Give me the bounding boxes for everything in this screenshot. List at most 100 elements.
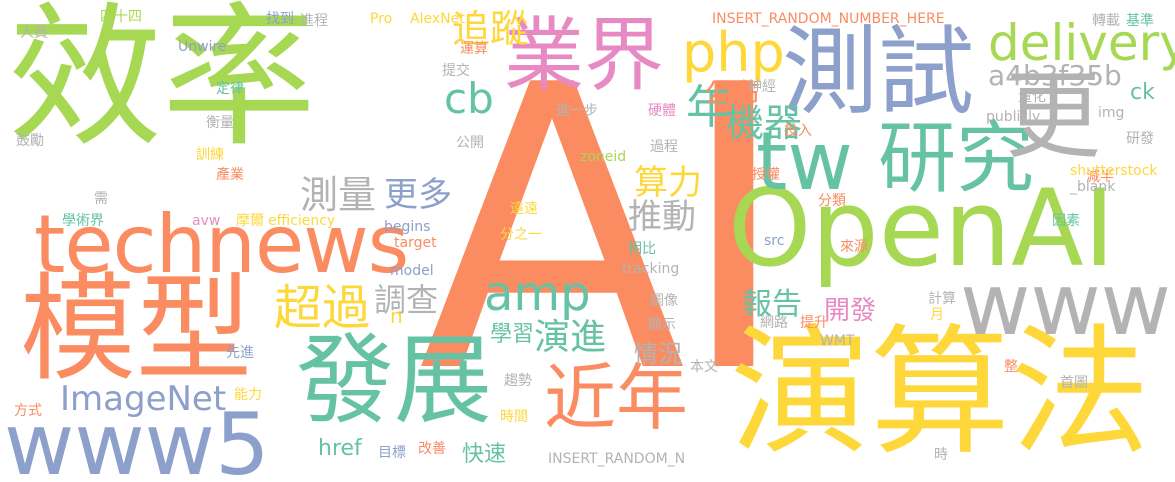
word-zhaodao: 找到 — [266, 11, 294, 27]
word-jisuan: 計算 — [928, 291, 956, 307]
word-fazhan: 發展 — [296, 324, 493, 438]
word-touru: 投入 — [784, 123, 812, 139]
word-cb: cb — [444, 74, 494, 123]
word-a4b3f35b: a4b3f35b — [988, 59, 1122, 92]
word-img: img — [1098, 105, 1125, 121]
word-shutterstock: shutterstock — [1070, 163, 1158, 179]
word-baogao: 報告 — [742, 287, 802, 322]
word-gaishan: 改善 — [418, 441, 446, 457]
word-href: href — [318, 436, 362, 461]
word-zhuizong: 追蹤 — [452, 7, 529, 51]
word-suanli: 算力 — [634, 163, 702, 203]
word-yanjiu: 研究 — [878, 114, 1035, 204]
word-tijiao: 提交 — [442, 63, 470, 79]
word-yanfa: 研發 — [1126, 131, 1154, 147]
word-qingkuang: 情況 — [634, 340, 682, 368]
word-yejie: 業界 — [504, 9, 664, 102]
word-delivery: delivery — [988, 14, 1175, 72]
word-kuaisu: 快速 — [462, 442, 507, 467]
word-jincheng: 進程 — [300, 13, 328, 29]
word-begins: begins — [384, 219, 431, 235]
word-xueshujie: 學術界 — [62, 213, 104, 229]
word-fangshi: 方式 — [14, 403, 42, 419]
word-insert-random-n: INSERT_RANDOM_N — [548, 451, 686, 467]
word-ck: ck — [1130, 80, 1155, 105]
word-openai: OpenAI — [728, 167, 1115, 290]
word-shijian: 時間 — [500, 409, 528, 425]
word-pro: Pro — [370, 11, 393, 27]
word-gengduo: 更多 — [384, 175, 452, 215]
word-qushi: 趨勢 — [504, 373, 532, 389]
word-jizhun: 基準 — [1126, 13, 1154, 29]
word-yanjin: 演進 — [534, 317, 607, 358]
word-chaoguo: 超過 — [274, 280, 371, 336]
word-kaifa: 開發 — [824, 296, 877, 326]
word-zheng: 整 — [1004, 359, 1018, 375]
word-unwire: Unwire — [178, 39, 227, 55]
word-amp: amp — [484, 266, 591, 322]
word-yue: 月 — [930, 307, 944, 323]
word-benwen: 本文 — [690, 359, 718, 375]
word-tw: tw — [756, 115, 853, 208]
word-guli: 鼓勵 — [16, 133, 44, 149]
word-xunlian: 訓練 — [196, 147, 224, 163]
word-diaocha: 調查 — [374, 281, 439, 319]
word-yuanyuan: 遠遠 — [510, 201, 538, 217]
word-moxing: 模型 — [20, 262, 252, 397]
word-target: target — [394, 235, 437, 251]
word-tracking: tracking — [622, 261, 680, 277]
word-dinglv: 定律 — [216, 81, 244, 97]
word-laiyuan: 來源 — [840, 239, 868, 255]
word-nian: 年 — [686, 80, 732, 134]
word-shi: 時 — [934, 447, 948, 463]
word-shoutu: 首圖 — [1060, 375, 1088, 391]
word-zhuanzai: 轉載 — [1092, 13, 1120, 29]
word-nengli: 能力 — [234, 387, 262, 403]
word-www5: www5 — [4, 395, 270, 482]
word-mubiao: 目標 — [378, 445, 406, 461]
word-tisheng: 提升 — [800, 315, 828, 331]
word-yansuanfa: 演算法 — [730, 312, 1151, 475]
word-xianshi: 顯示 — [648, 317, 676, 333]
word-moer: 摩爾 — [236, 213, 264, 229]
word-yinsu: 因素 — [1052, 213, 1080, 229]
word-geng: 更 — [1005, 60, 1101, 172]
word-yunsuan: 運算 — [460, 41, 488, 57]
word-model: model — [390, 263, 434, 279]
word-shenjing: 神經 — [748, 79, 776, 95]
word-technews: technews — [34, 198, 409, 291]
word-blank: _blank — [1070, 179, 1116, 195]
word-gongbu: 公布 — [704, 77, 761, 110]
word-tuidong: 推動 — [628, 197, 696, 237]
word-xianjin: 先進 — [226, 345, 254, 361]
word-ai: AI — [418, 3, 792, 459]
word-jinyibu: 進一步 — [556, 103, 598, 119]
word-www: www — [960, 255, 1172, 355]
word-publicly: publicly — [986, 109, 1041, 125]
word-alexnet: AlexNet — [410, 11, 465, 27]
word-guocheng: 過程 — [650, 139, 678, 155]
word-jianban: 減半 — [1086, 169, 1114, 185]
word-wanglu: 網路 — [760, 315, 788, 331]
word-insert-random-number: INSERT_RANDOM_NUMBER_HERE — [712, 11, 945, 27]
word-fenzhiyi: 分之一 — [500, 227, 542, 243]
word-n: n — [390, 304, 403, 328]
word-xiaolv: 效率 — [8, 0, 317, 168]
word-zoneid: zoneid — [580, 149, 627, 165]
word-ceshi: 測試 — [782, 16, 974, 128]
word-a: a — [724, 290, 740, 320]
word-efficiency: efficiency — [268, 213, 336, 229]
word-sishisi: 四十四 — [100, 9, 142, 25]
word-xiangbi: 相比 — [628, 241, 656, 257]
word-yingti: 硬體 — [648, 103, 676, 119]
word-fenlei: 分類 — [818, 193, 846, 209]
word-lianghua: 量化 — [1018, 89, 1046, 105]
word-avw: avw — [192, 213, 221, 229]
word-gongkai: 公開 — [456, 135, 484, 151]
word-src: src — [764, 233, 785, 249]
word-tuxiang: 圖像 — [650, 293, 678, 309]
word-xu: 需 — [94, 191, 108, 207]
word-shouquan: 授權 — [752, 167, 780, 183]
word-jiqi: 機器 — [726, 101, 803, 145]
